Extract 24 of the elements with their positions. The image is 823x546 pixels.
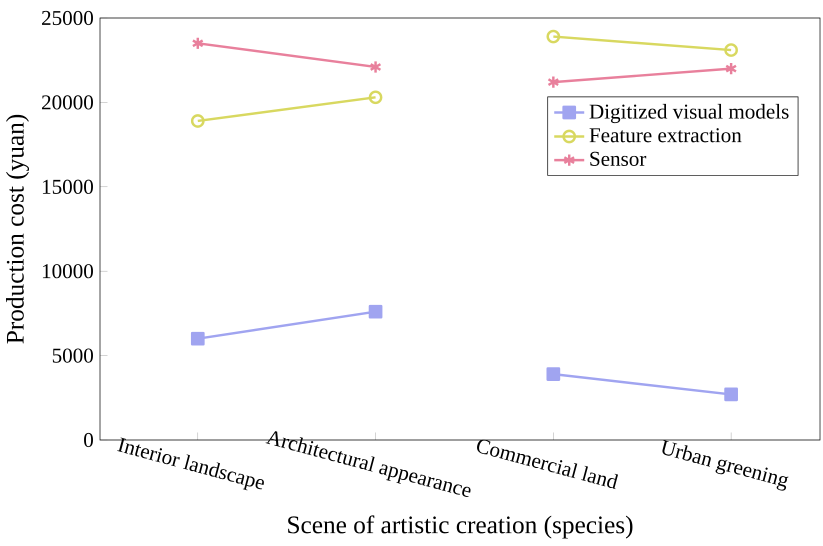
y-tick-label: 10000 bbox=[42, 264, 93, 278]
point bbox=[724, 43, 738, 57]
y-tick-label: 25000 bbox=[42, 10, 93, 26]
legend-label: Digitized visual models bbox=[590, 104, 789, 124]
y-tick-label: 5000 bbox=[52, 348, 93, 363]
point bbox=[369, 60, 382, 74]
x-axis-title: Scene of artistic creation (species) bbox=[288, 515, 632, 539]
point bbox=[190, 332, 205, 346]
legend-label: Feature extraction bbox=[590, 128, 742, 142]
y-axis-title: Production cost (yuan) bbox=[6, 114, 30, 344]
point bbox=[547, 75, 560, 89]
point bbox=[546, 367, 560, 382]
point bbox=[368, 304, 382, 319]
legend-label: Sensor bbox=[590, 152, 646, 166]
y-tick-label: 15000 bbox=[42, 180, 93, 194]
point bbox=[190, 114, 205, 128]
y-tick-label: 0 bbox=[84, 432, 93, 448]
x-tick-label: Urban greening bbox=[662, 440, 788, 491]
point bbox=[725, 62, 738, 76]
point bbox=[546, 30, 560, 44]
y-tick-label: 20000 bbox=[42, 95, 93, 110]
point bbox=[724, 388, 738, 402]
point bbox=[368, 90, 382, 104]
point bbox=[192, 36, 204, 50]
